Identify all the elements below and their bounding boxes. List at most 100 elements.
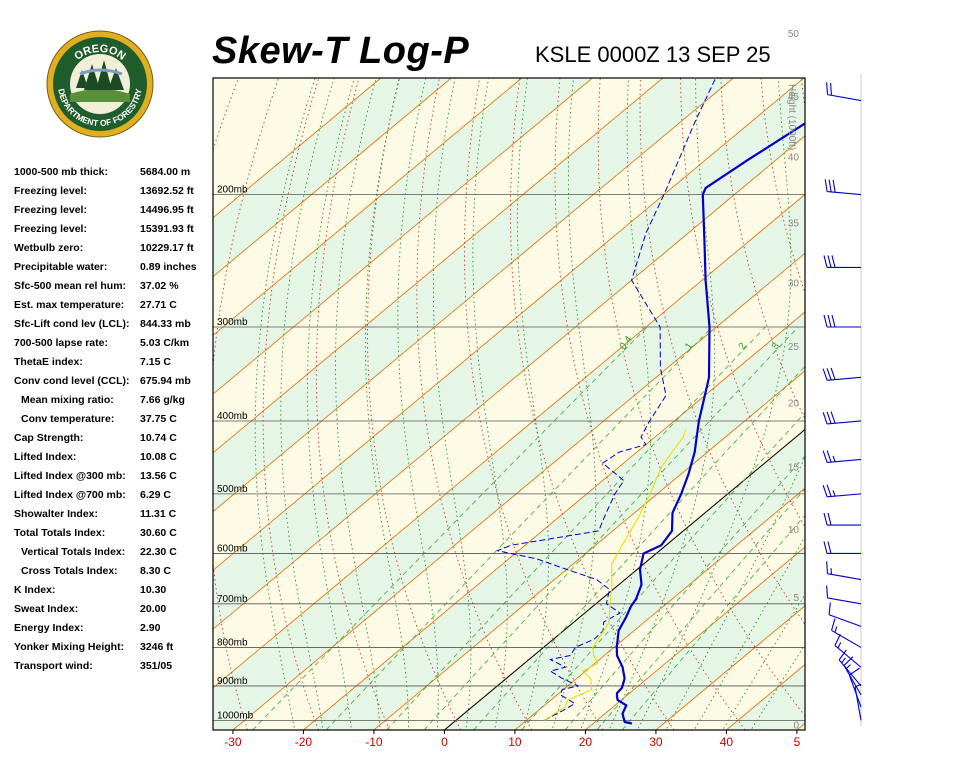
wind-barb bbox=[828, 602, 862, 627]
index-row: Sweat Index: 20.00 bbox=[14, 603, 214, 622]
pressure-label: 900mb bbox=[217, 676, 248, 687]
isotherm-line bbox=[796, 722, 805, 730]
index-label: Freezing level: bbox=[14, 223, 87, 235]
index-row: Wetbulb zero: 10229.17 ft bbox=[14, 242, 214, 261]
height-axis-title: Height (1000ft) bbox=[786, 84, 797, 150]
wind-barb bbox=[823, 541, 861, 555]
wind-barb bbox=[826, 82, 862, 102]
wind-barb bbox=[824, 179, 862, 196]
pressure-label: 500mb bbox=[217, 484, 248, 495]
index-label: Lifted Index @700 mb: bbox=[14, 489, 126, 501]
index-value: 10.08 C bbox=[140, 451, 177, 463]
height-tick-label: 35 bbox=[788, 219, 800, 230]
dry-adiabat-line bbox=[315, 78, 391, 730]
height-tick-label: 25 bbox=[788, 342, 800, 353]
isotherm-line bbox=[213, 78, 523, 336]
isotherm-line bbox=[213, 78, 593, 395]
index-row: Freezing level: 15391.93 ft bbox=[14, 223, 214, 242]
index-value: 3246 ft bbox=[140, 641, 174, 653]
index-value: 37.02 % bbox=[140, 280, 179, 292]
wind-barb bbox=[823, 255, 861, 268]
index-row: Precipitable water: 0.89 inches bbox=[14, 261, 214, 280]
isotherm-line bbox=[585, 546, 805, 730]
wind-barb bbox=[823, 512, 861, 526]
isotherm-line bbox=[655, 605, 805, 730]
temperature-band bbox=[796, 723, 805, 730]
logo-top-text: OREGON bbox=[72, 43, 127, 63]
index-label: ThetaE index: bbox=[14, 356, 83, 368]
index-value: 351/05 bbox=[140, 660, 173, 672]
index-value: 7.66 g/kg bbox=[140, 394, 185, 406]
index-label: Lifted Index @300 mb: bbox=[14, 470, 126, 482]
index-label: Transport wind: bbox=[14, 660, 93, 672]
index-value: 7.15 C bbox=[140, 356, 171, 368]
index-value: 5684.00 m bbox=[140, 166, 191, 178]
mixing-ratio-line bbox=[564, 455, 805, 730]
isotherm-line bbox=[514, 487, 805, 730]
height-tick-label: 45 bbox=[788, 92, 800, 103]
dewpoint-trace bbox=[496, 78, 717, 721]
mixing-ratio-line bbox=[473, 365, 805, 730]
index-value: 0.89 inches bbox=[140, 261, 197, 273]
parcel-trace bbox=[543, 428, 687, 721]
index-row: 1000-500 mb thick: 5684.00 m bbox=[14, 166, 214, 185]
mixing-ratio-label: 3 bbox=[770, 341, 782, 352]
index-label: Wetbulb zero: bbox=[14, 242, 84, 254]
plot-border bbox=[212, 77, 806, 731]
index-row: Cross Totals Index: 8.30 C bbox=[14, 565, 214, 584]
index-label: Cross Totals Index: bbox=[21, 565, 118, 577]
index-value: 10.30 bbox=[140, 584, 167, 596]
pressure-label: 200mb bbox=[217, 185, 248, 196]
index-value: 10.74 C bbox=[140, 432, 177, 444]
pressure-label: 400mb bbox=[217, 411, 248, 422]
index-label: Lifted Index: bbox=[14, 451, 77, 463]
isotherm-line bbox=[213, 78, 664, 454]
isotherm-line bbox=[373, 370, 805, 730]
svg-text:OREGON: OREGON bbox=[72, 43, 127, 63]
index-label: Energy Index: bbox=[14, 622, 84, 634]
x-axis-tick-label: 30 bbox=[649, 735, 663, 749]
index-row: 700-500 lapse rate: 5.03 C/km bbox=[14, 337, 214, 356]
index-label: Showalter Index: bbox=[14, 508, 99, 520]
mixing-ratio-line bbox=[325, 326, 713, 730]
isotherm-line bbox=[232, 252, 805, 730]
x-axis-tick-label: 5 bbox=[794, 735, 801, 749]
index-value: 844.33 mb bbox=[140, 318, 191, 330]
index-row: Sfc-Lift cond lev (LCL): 844.33 mb bbox=[14, 318, 214, 337]
dry-adiabat-line bbox=[680, 78, 805, 528]
isotherm-line bbox=[213, 193, 805, 689]
index-value: 15391.93 ft bbox=[140, 223, 194, 235]
index-label: Precipitable water: bbox=[14, 261, 108, 273]
wind-barb bbox=[838, 649, 862, 687]
dry-adiabat-line bbox=[464, 78, 604, 730]
index-label: Sfc-500 mean rel hum: bbox=[14, 280, 127, 292]
wind-barb bbox=[831, 618, 862, 648]
index-row: Transport wind: 351/05 bbox=[14, 660, 214, 679]
x-axis-tick-label: 0 bbox=[441, 735, 448, 749]
sounding-indices-panel: 1000-500 mb thick: 5684.00 m Freezing leve… bbox=[14, 166, 214, 679]
wind-barb bbox=[822, 367, 862, 381]
mixing-ratio-line bbox=[252, 326, 648, 730]
index-row: Yonker Mixing Height: 3246 ft bbox=[14, 641, 214, 660]
x-axis-tick-label: 10 bbox=[508, 735, 522, 749]
x-axis-tick-label: -30 bbox=[224, 735, 242, 749]
mixing-ratio-line bbox=[521, 412, 805, 730]
isotherm-line bbox=[213, 78, 805, 571]
temperature-band bbox=[213, 194, 805, 730]
index-value: 6.29 C bbox=[140, 489, 171, 501]
index-value: 27.71 C bbox=[140, 299, 177, 311]
index-value: 10229.17 ft bbox=[140, 242, 194, 254]
index-label: Freezing level: bbox=[14, 185, 87, 197]
index-row: Total Totals Index: 30.60 C bbox=[14, 527, 214, 546]
index-label: 700-500 lapse rate: bbox=[14, 337, 108, 349]
index-row: Freezing level: 13692.52 ft bbox=[14, 185, 214, 204]
mixing-ratio-label: 2 bbox=[737, 341, 749, 352]
moist-adiabat-line bbox=[608, 78, 716, 730]
dry-adiabat-line bbox=[841, 78, 960, 730]
isotherm-line bbox=[213, 78, 382, 219]
index-value: 37.75 C bbox=[140, 413, 177, 425]
index-label: Cap Strength: bbox=[14, 432, 84, 444]
wind-barb bbox=[823, 314, 861, 328]
dry-adiabat-line bbox=[597, 78, 805, 717]
